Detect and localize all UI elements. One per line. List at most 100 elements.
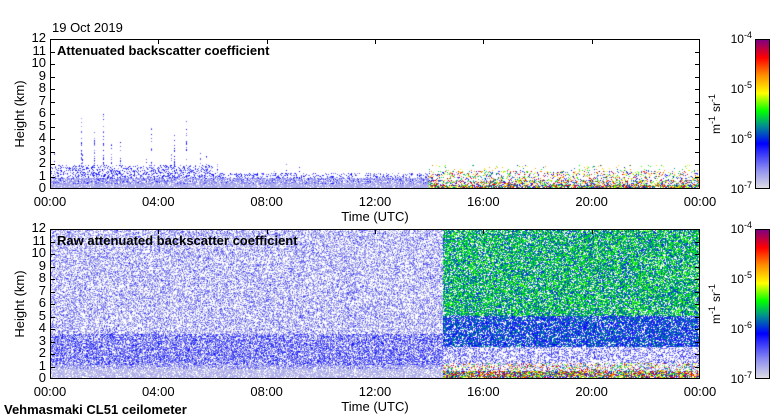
y-tick-label: 3 [38,142,46,158]
y-tick-label: 2 [38,155,46,170]
y-tick-mark [695,101,700,103]
colorbar-tick-base: 10 [730,132,744,146]
y-tick-mark [50,266,55,268]
colorbar-unit-part: sr [709,292,723,302]
y-tick-mark [695,114,700,115]
y-tick-mark [50,341,55,343]
y-tick-mark [50,291,55,293]
colorbar-tick-base: 10 [730,182,744,196]
y-tick-mark [50,114,55,115]
heatmap-canvas [51,40,699,188]
y-tick-label: 3 [38,332,46,348]
y-tick-label: 5 [38,117,46,133]
heatmap-plot-1: Attenuated backscatter coefficient [50,39,700,189]
colorbar-tick-exp: -5 [743,270,752,280]
y-tick-mark [50,329,55,330]
y-tick-mark [50,366,55,368]
colorbar-tick-base: 10 [730,272,744,286]
y-tick-label: 4 [38,320,46,335]
y-tick-mark [695,279,700,280]
y-tick-mark [50,254,55,255]
date-label: 19 Oct 2019 [52,20,123,35]
y-tick-label: 9 [38,67,46,83]
colorbar-tick-base: 10 [730,82,744,96]
y-tick-mark [695,291,700,293]
x-tick-label: 08:00 [250,194,283,209]
colorbar-tick-label: 10-5 [728,81,752,96]
y-tick-mark [50,76,55,78]
x-axis-label: Time (UTC) [341,209,409,224]
colorbar-unit-part: -1 [707,283,717,292]
y-tick-mark [695,64,700,65]
y-tick-label: 7 [38,282,46,298]
x-tick-label: 12:00 [358,384,392,399]
y-tick-label: 11 [32,232,47,248]
x-tick-mark [483,229,485,234]
x-tick-mark [266,39,268,44]
colorbar-unit-label: m-1sr-1 [707,89,723,139]
y-tick-mark [50,101,55,103]
x-tick-mark [266,229,268,234]
x-tick-label: 20:00 [575,194,608,209]
x-tick-mark [483,39,485,44]
colorbar-tick-exp: -6 [743,320,752,330]
x-tick-label: 04:00 [142,194,175,209]
colorbar-tick-exp: -6 [743,130,752,140]
colorbar-unit-part: -1 [707,116,717,125]
colorbar-unit-part: sr [709,102,723,112]
x-tick-mark [158,39,160,44]
x-tick-label: 00:00 [33,194,67,209]
colorbar-tick-label: 10-6 [728,130,752,146]
y-tick-mark [695,89,700,90]
colorbar-unit-label: m-1sr-1 [707,279,723,329]
x-tick-label: 00:00 [683,384,717,399]
x-tick-mark [591,229,593,234]
y-tick-mark [50,316,55,318]
y-tick-mark [695,126,700,128]
colorbar-tick-exp: -4 [743,220,752,230]
y-tick-mark [50,241,55,243]
y-tick-label: 7 [38,92,46,108]
plot-title: Raw attenuated backscatter coefficient [57,233,298,248]
y-axis-label: Height (km) [12,80,27,148]
y-tick-mark [695,316,700,318]
colorbar-tick-base: 10 [730,222,744,236]
x-tick-mark [375,229,376,234]
y-tick-mark [50,139,55,140]
y-tick-label: 12 [31,30,46,45]
y-tick-mark [50,354,55,355]
y-tick-mark [695,266,700,268]
x-axis-label: Time (UTC) [341,399,409,414]
y-tick-mark [695,366,700,368]
y-tick-mark [50,151,55,153]
instrument-label: Vehmasmaki CL51 ceilometer [4,402,187,417]
plot-title: Attenuated backscatter coefficient [57,43,270,58]
colorbar-tick-label: 10-7 [728,180,752,196]
y-tick-mark [695,139,700,140]
colorbar-tick-label: 10-4 [728,30,752,46]
colorbar-tick-base: 10 [730,32,744,46]
y-tick-label: 10 [31,245,46,260]
y-tick-mark [695,254,700,255]
y-tick-mark [695,354,700,355]
y-tick-label: 1 [38,357,46,373]
y-tick-mark [50,64,55,65]
y-tick-label: 5 [38,307,46,323]
heatmap-plot-2: Raw attenuated backscatter coefficient [50,229,700,379]
y-tick-mark [695,341,700,343]
colorbar-tick-exp: -4 [743,30,752,40]
colorbar-tick-label: 10-7 [728,371,752,386]
colorbar-tick-base: 10 [730,372,744,386]
y-tick-label: 9 [38,257,46,273]
x-tick-label: 12:00 [358,194,392,209]
y-tick-mark [50,176,55,178]
colorbar-unit-part: m [709,314,723,325]
x-tick-label: 16:00 [467,384,500,399]
heatmap-canvas [51,230,699,378]
colorbar-tick-base: 10 [730,322,744,336]
colorbar-tick-exp: -7 [743,180,752,190]
y-tick-label: 0 [38,370,46,385]
y-tick-mark [695,329,700,330]
x-tick-mark [375,39,376,44]
